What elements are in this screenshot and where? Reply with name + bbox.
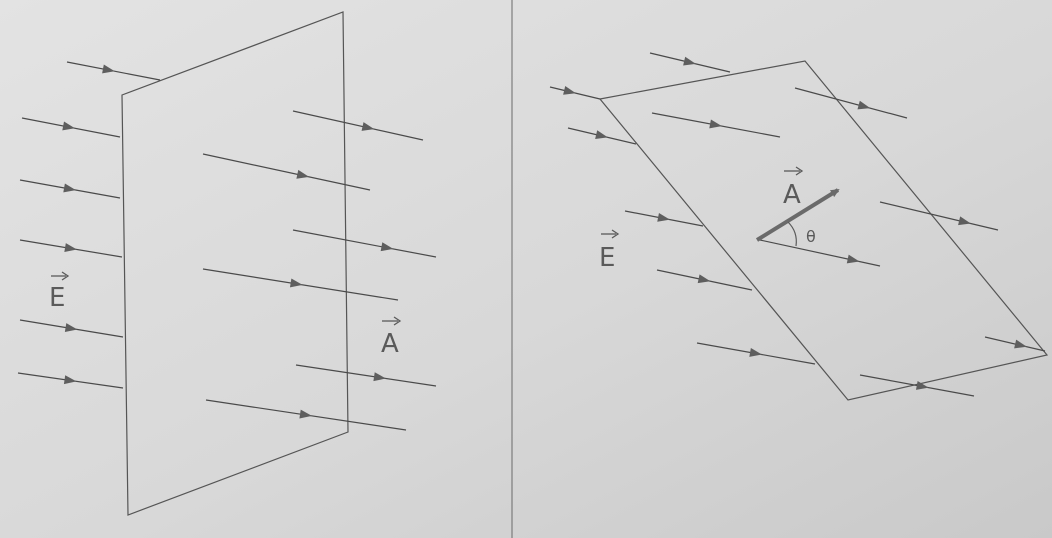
right-panel: θ A E — [549, 52, 1049, 401]
right-field-line — [759, 239, 881, 267]
left-panel: E A — [17, 11, 437, 516]
right-area-label: A — [783, 180, 801, 210]
field-arrowhead — [373, 372, 386, 382]
field-arrowhead — [64, 243, 77, 252]
angle-arc — [787, 221, 797, 247]
left-arrowheads — [62, 64, 394, 419]
right-arrowheads — [563, 56, 1027, 390]
field-arrowhead — [1014, 339, 1027, 349]
left-field-line — [292, 229, 437, 258]
right-field-label: E — [599, 243, 615, 273]
field-arrowhead — [563, 86, 576, 95]
right-field-vector-tip — [611, 229, 620, 239]
field-arrowhead — [361, 122, 375, 131]
right-field-line — [794, 87, 908, 119]
field-arrowhead — [846, 254, 860, 264]
left-field-line — [292, 110, 424, 141]
field-arrowhead — [595, 130, 608, 140]
field-arrowhead — [299, 409, 312, 419]
left-field-label: E — [49, 283, 65, 313]
field-arrowhead — [915, 381, 929, 390]
field-arrowhead — [958, 216, 971, 226]
left-surface-plane — [121, 11, 349, 516]
left-field-line — [202, 153, 371, 191]
area-vector-arrow — [755, 188, 840, 242]
left-field-line — [295, 364, 437, 387]
left-area-label: A — [381, 329, 399, 359]
right-surface-plane — [598, 60, 1049, 401]
field-arrowhead — [380, 242, 394, 252]
field-arrowhead — [749, 348, 762, 357]
field-arrowhead — [63, 183, 76, 193]
field-arrowhead — [709, 119, 722, 129]
field-arrowhead — [296, 169, 310, 179]
field-arrowhead — [857, 100, 871, 110]
left-area-vector-tip — [393, 316, 402, 326]
field-arrowhead — [289, 278, 303, 288]
right-field-line — [984, 336, 1046, 352]
field-arrowhead — [697, 274, 711, 284]
field-arrowhead — [63, 375, 77, 385]
right-field-line — [879, 201, 999, 231]
field-arrowhead — [657, 212, 670, 222]
left-field-vector-tip — [61, 271, 70, 281]
field-arrowhead — [64, 323, 78, 332]
angle-label: θ — [806, 227, 816, 246]
field-arrowhead — [102, 64, 115, 74]
field-arrowhead — [62, 121, 75, 131]
right-area-vector-tip — [795, 166, 804, 176]
field-arrowhead — [683, 56, 696, 66]
